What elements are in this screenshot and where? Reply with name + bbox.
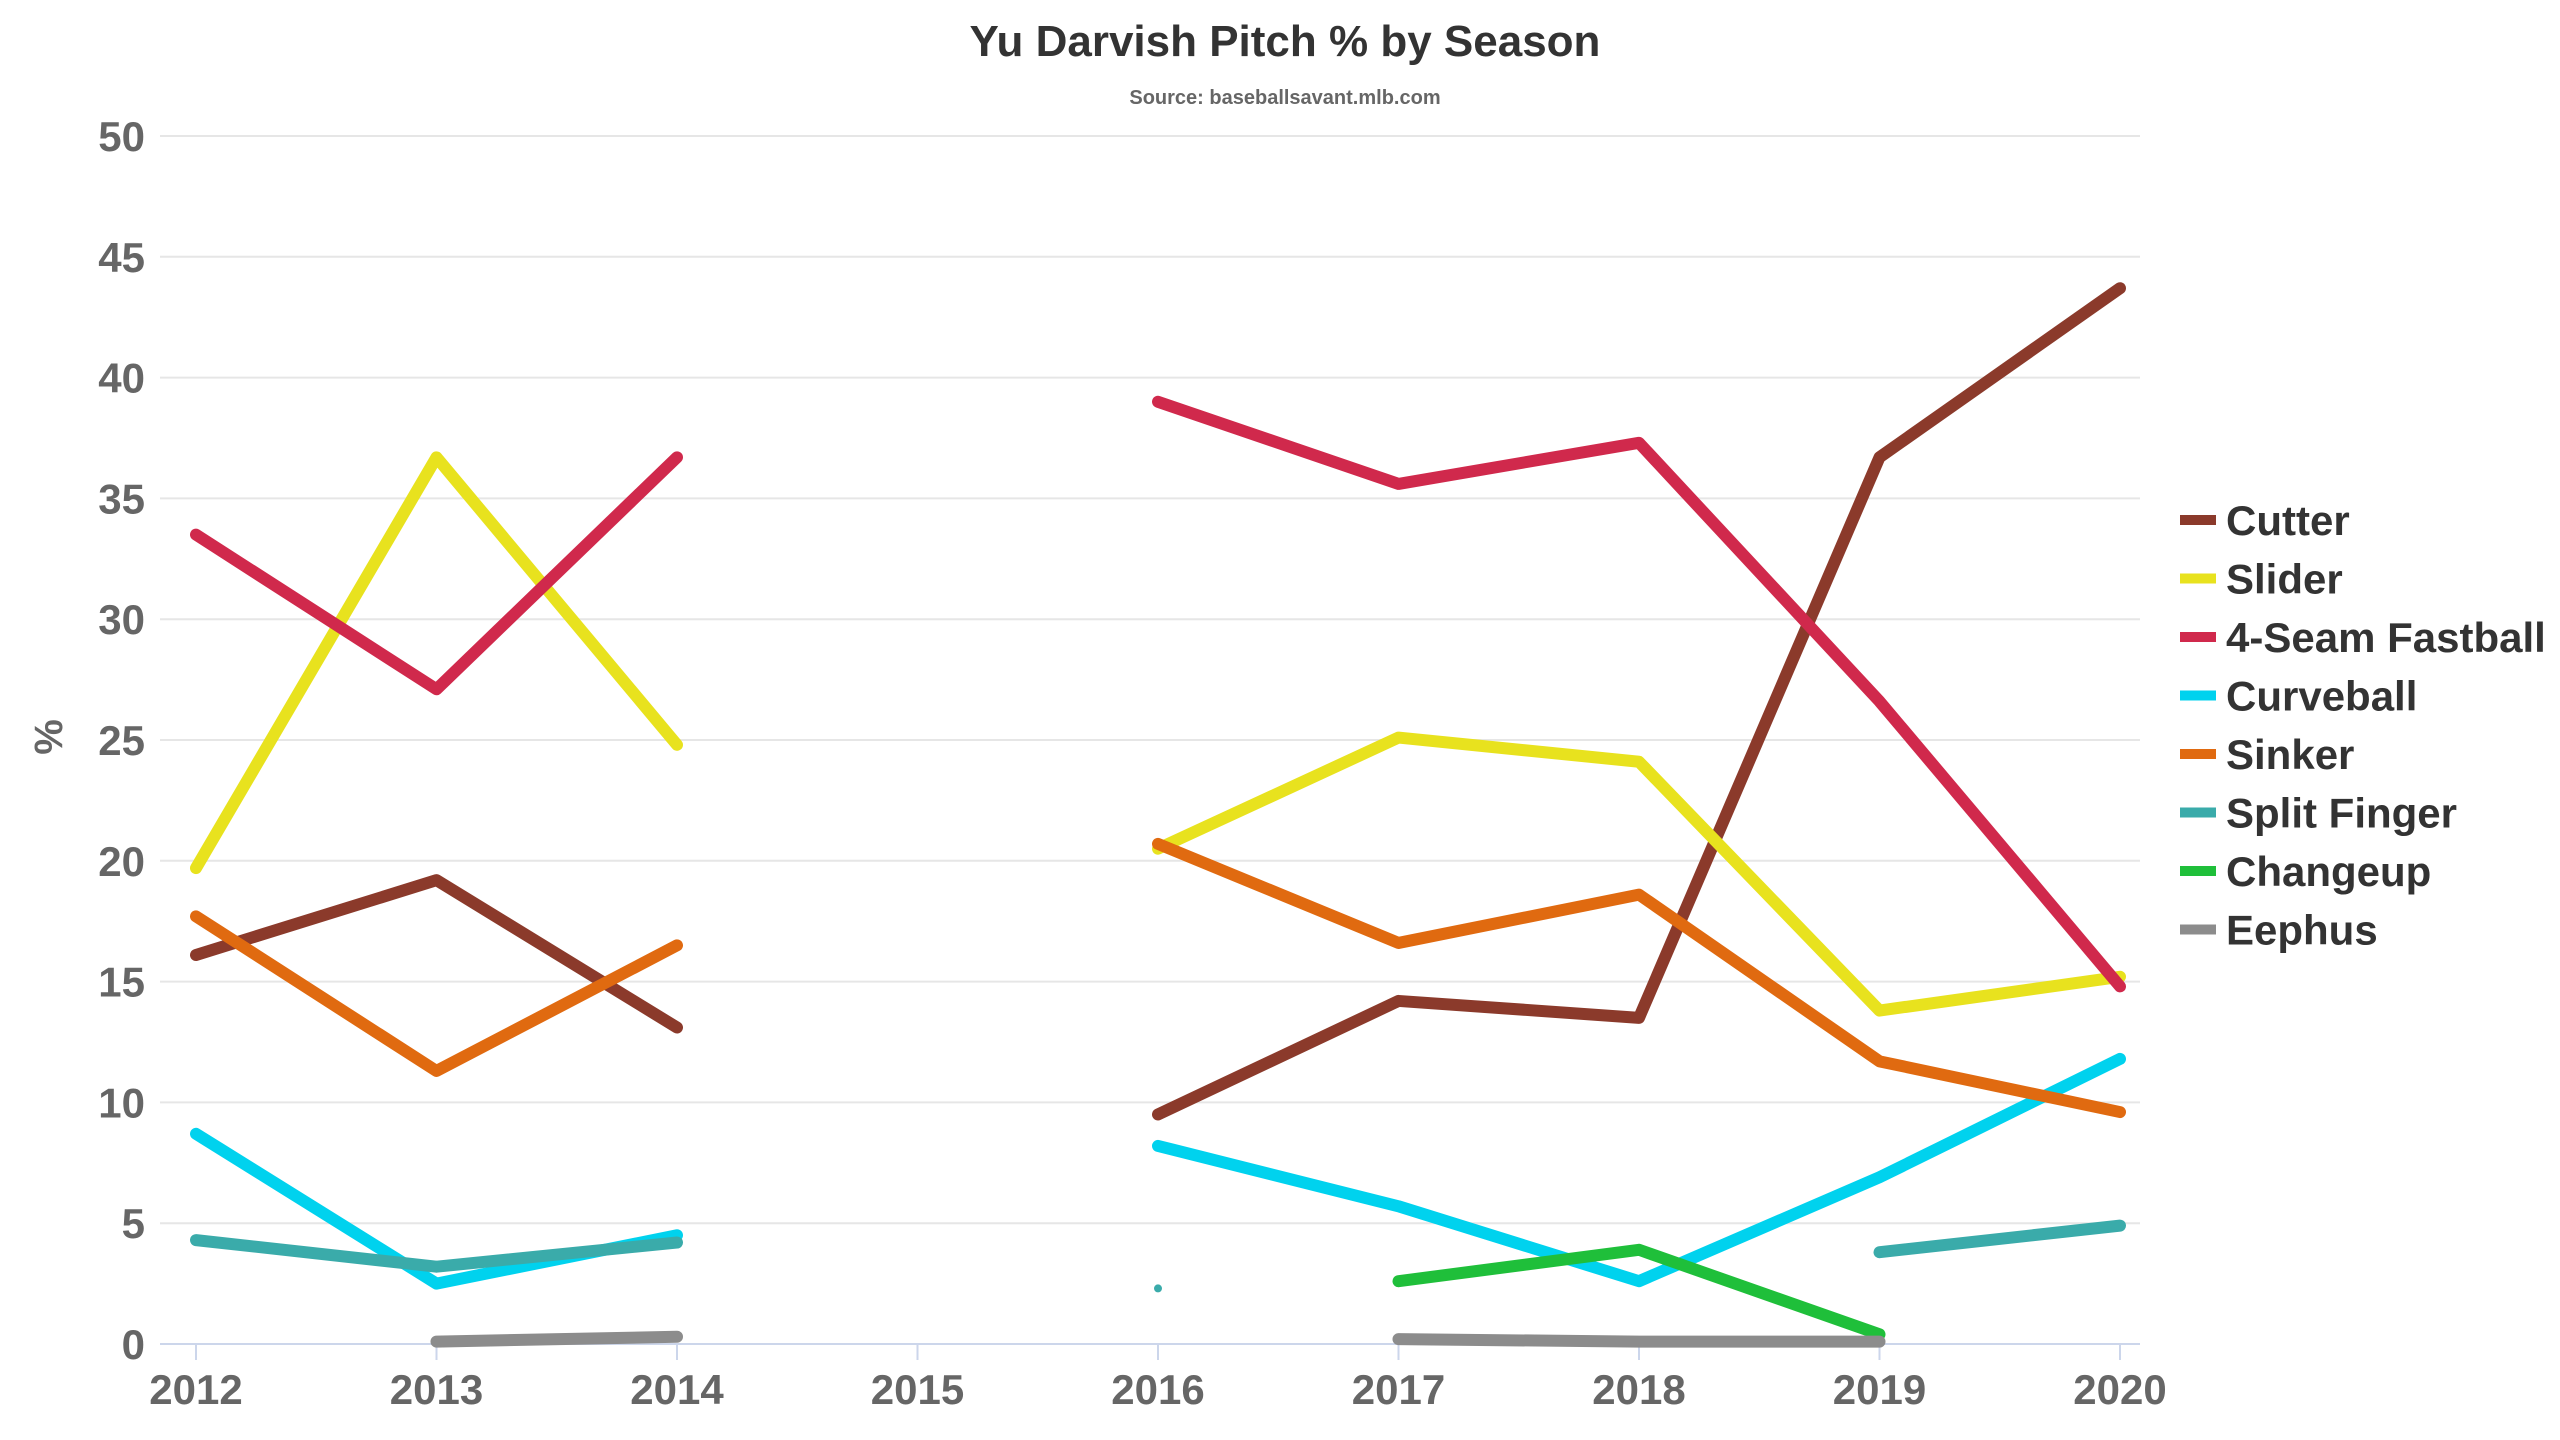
axes: 0 5 10 15 20 25 30 35 40 45 50 2012 2013 2014 2015 2016… bbox=[98, 113, 2166, 1413]
x-tick-label: 2015 bbox=[871, 1366, 964, 1413]
series-line bbox=[1873, 1219, 2126, 1259]
series-sinker bbox=[190, 837, 2126, 1119]
series-line bbox=[1152, 837, 2126, 1119]
series-line bbox=[1392, 1333, 1886, 1348]
x-tick-label: 2014 bbox=[630, 1366, 724, 1413]
gridlines bbox=[160, 135, 2140, 1225]
legend-item[interactable]: 4-Seam Fastball bbox=[2180, 614, 2546, 661]
x-tick-label: 2020 bbox=[2073, 1366, 2166, 1413]
series-slider bbox=[190, 451, 2126, 1017]
x-tick-label: 2016 bbox=[1111, 1366, 1204, 1413]
series-line bbox=[1152, 1052, 2126, 1288]
y-tick-label: 15 bbox=[98, 959, 145, 1006]
y-tick-label: 25 bbox=[98, 717, 145, 764]
series-line bbox=[1392, 1243, 1886, 1341]
series-line bbox=[1152, 282, 2126, 1121]
series-line bbox=[190, 874, 683, 1034]
legend-item[interactable]: Cutter bbox=[2180, 497, 2350, 544]
series-line bbox=[190, 451, 683, 875]
legend-label: Slider bbox=[2226, 556, 2343, 603]
y-tick-label: 35 bbox=[98, 475, 145, 522]
y-tick-label: 20 bbox=[98, 838, 145, 885]
y-axis-label: % bbox=[27, 719, 71, 755]
legend-item[interactable]: Slider bbox=[2180, 556, 2343, 603]
y-tick-label: 30 bbox=[98, 596, 145, 643]
series-eephus bbox=[430, 1330, 1886, 1348]
y-tick-label: 50 bbox=[98, 113, 145, 160]
series-line bbox=[190, 910, 683, 1077]
series-lines bbox=[190, 282, 2126, 1348]
series-line bbox=[190, 1234, 683, 1273]
legend-label: Cutter bbox=[2226, 497, 2350, 544]
y-tick-label: 5 bbox=[122, 1200, 145, 1247]
series-line bbox=[1152, 731, 2126, 1017]
x-tick-label: 2017 bbox=[1352, 1366, 1445, 1413]
x-tick-label: 2019 bbox=[1833, 1366, 1926, 1413]
series-curveball bbox=[190, 1052, 2126, 1290]
series-changeup bbox=[1392, 1243, 1886, 1341]
legend-label: Curveball bbox=[2226, 673, 2417, 720]
x-tick-label: 2018 bbox=[1592, 1366, 1685, 1413]
legend-item[interactable]: Sinker bbox=[2180, 731, 2354, 778]
legend-label: Eephus bbox=[2226, 907, 2378, 954]
series-split-finger bbox=[190, 1219, 2126, 1293]
data-point bbox=[1154, 1284, 1162, 1293]
legend-label: Split Finger bbox=[2226, 790, 2457, 837]
x-tick-label: 2012 bbox=[149, 1366, 242, 1413]
y-tick-label: 40 bbox=[98, 355, 145, 402]
legend-label: Changeup bbox=[2226, 848, 2431, 895]
legend-item[interactable]: Split Finger bbox=[2180, 790, 2457, 837]
legend-label: 4-Seam Fastball bbox=[2226, 614, 2546, 661]
legend-label: Sinker bbox=[2226, 731, 2354, 778]
legend-item[interactable]: Curveball bbox=[2180, 673, 2417, 720]
series-line bbox=[190, 451, 683, 696]
series-line bbox=[430, 1330, 683, 1348]
legend-item[interactable]: Changeup bbox=[2180, 848, 2431, 895]
y-tick-label: 10 bbox=[98, 1079, 145, 1126]
x-tick-label: 2013 bbox=[390, 1366, 483, 1413]
series-line bbox=[1152, 395, 2126, 993]
series-4-seam-fastball bbox=[190, 395, 2126, 993]
series-cutter bbox=[190, 282, 2126, 1121]
legend: Cutter Slider 4-Seam Fastball Curveball Sink… bbox=[2180, 497, 2546, 954]
legend-item[interactable]: Eephus bbox=[2180, 907, 2378, 954]
chart-subtitle: Source: baseballsavant.mlb.com bbox=[1129, 87, 1440, 109]
y-tick-label: 45 bbox=[98, 234, 145, 281]
chart-title: Yu Darvish Pitch % by Season bbox=[970, 17, 1601, 66]
y-tick-label: 0 bbox=[122, 1321, 145, 1368]
